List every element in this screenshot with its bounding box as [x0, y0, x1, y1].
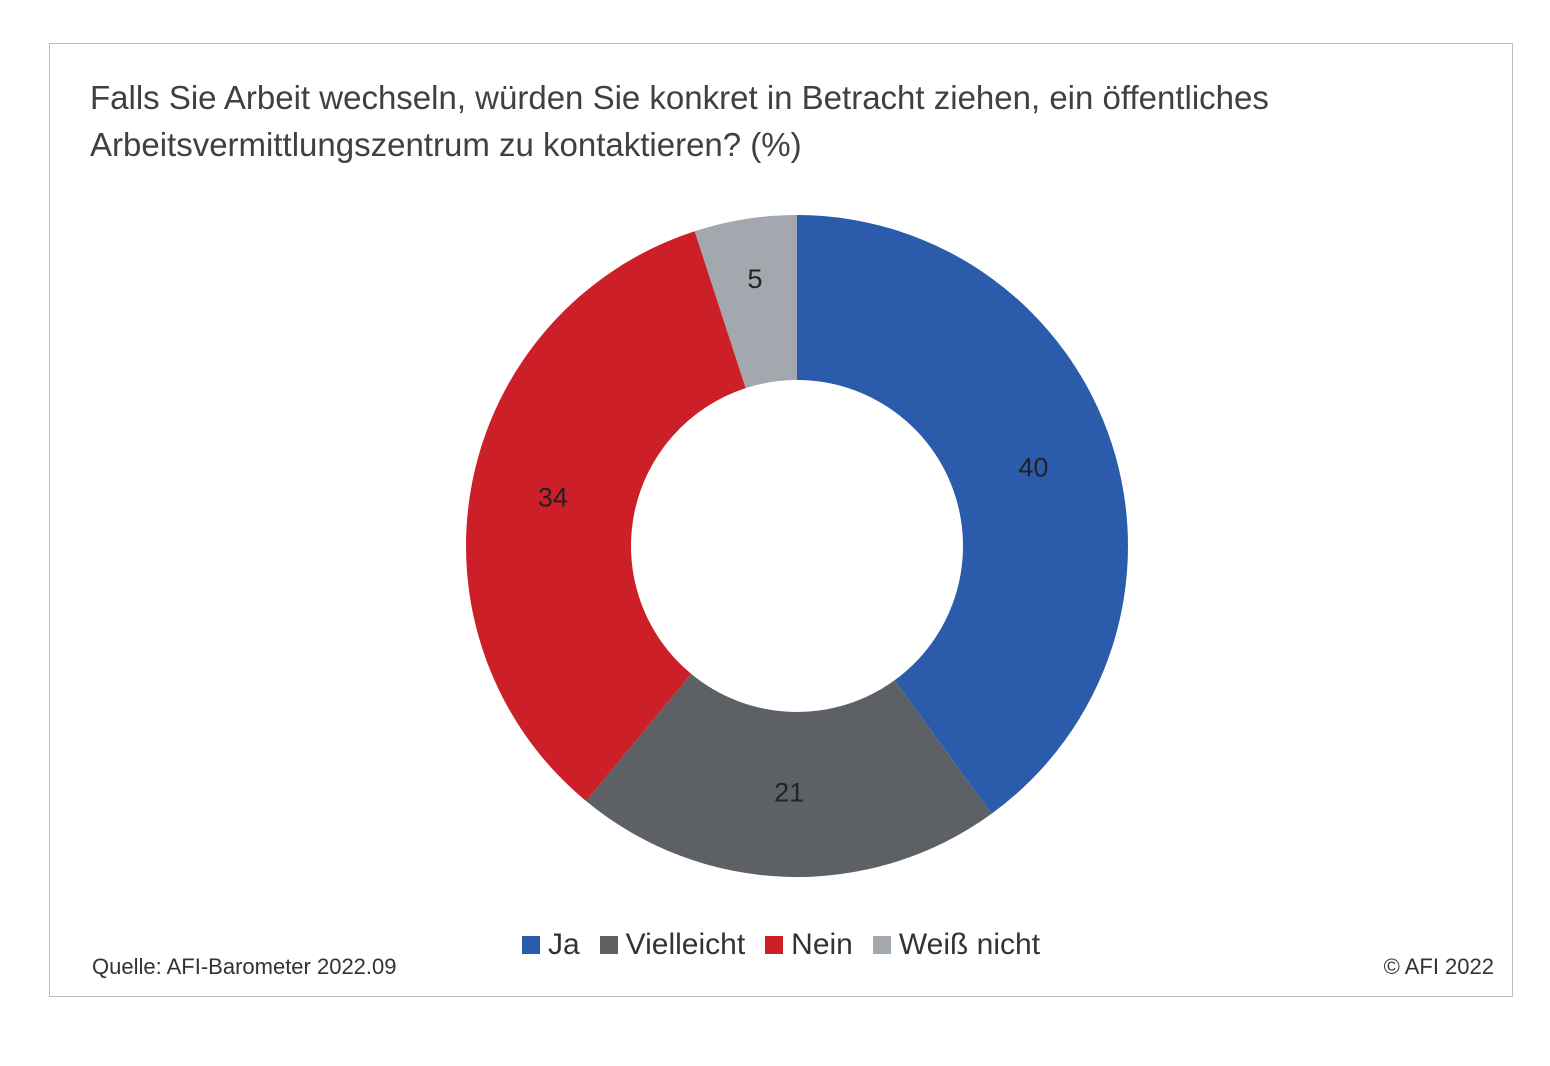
donut-chart: 40 21 34 5	[466, 215, 1128, 877]
legend-item-vielleicht: Vielleicht	[599, 928, 746, 962]
legend-item-wei-nicht: Weiß nicht	[872, 928, 1041, 962]
legend-swatch	[599, 936, 618, 954]
data-label-nein: 34	[538, 483, 568, 513]
data-label-wei-nicht: 5	[747, 264, 762, 294]
source-note: Quelle: AFI-Barometer 2022.09	[92, 954, 397, 979]
legend-label: Ja	[547, 928, 580, 961]
donut-slice-ja	[797, 215, 1128, 814]
legend-label: Weiß nicht	[898, 928, 1041, 961]
chart-frame: Falls Sie Arbeit wechseln, würden Sie ko…	[49, 43, 1513, 997]
chart-title: Falls Sie Arbeit wechseln, würden Sie ko…	[90, 79, 1269, 163]
donut-slice-nein	[466, 231, 746, 802]
chart-legend: Ja Vielleicht Nein Weiß nicht	[50, 928, 1512, 962]
data-label-vielleicht: 21	[774, 778, 804, 808]
donut-slice-vielleicht	[586, 673, 992, 877]
legend-item-ja: Ja	[521, 928, 580, 962]
legend-label: Nein	[791, 928, 853, 961]
copyright-note: © AFI 2022	[1383, 954, 1494, 979]
data-label-ja: 40	[1018, 452, 1048, 482]
legend-label: Vielleicht	[625, 928, 746, 961]
legend-swatch	[872, 936, 891, 954]
legend-item-nein: Nein	[765, 928, 853, 962]
legend-swatch	[521, 936, 540, 954]
legend-swatch	[765, 936, 784, 954]
donut-slice-wei-nicht	[694, 215, 797, 389]
